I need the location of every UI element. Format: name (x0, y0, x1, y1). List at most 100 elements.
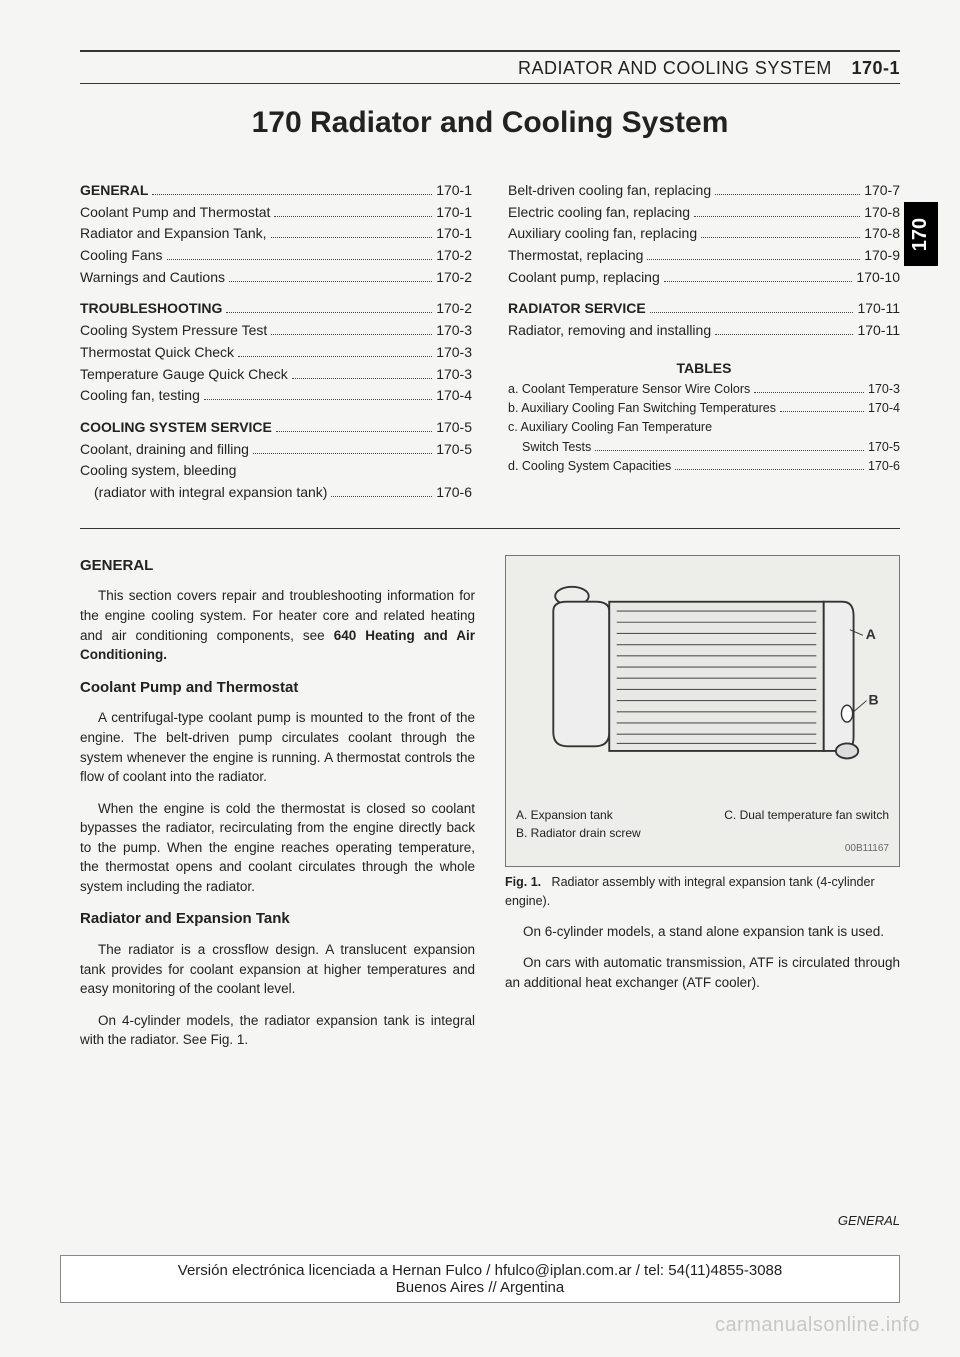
toc-page: 170-10 (856, 267, 900, 289)
toc-leader (754, 392, 864, 393)
toc-leader (167, 259, 433, 260)
chapter-tab: 170 (904, 202, 938, 266)
running-head-title: RADIATOR AND COOLING SYSTEM (518, 58, 832, 78)
toc-leader (715, 194, 860, 195)
toc-label: Cooling fan, testing (80, 385, 200, 407)
tables-heading: TABLES (508, 358, 900, 380)
toc-label: d. Cooling System Capacities (508, 457, 671, 476)
toc-entry: c. Auxiliary Cooling Fan Temperature (508, 418, 900, 437)
toc-entry: b. Auxiliary Cooling Fan Switching Tempe… (508, 399, 900, 418)
chapter-title: 170 Radiator and Cooling System (80, 106, 900, 140)
toc-label: b. Auxiliary Cooling Fan Switching Tempe… (508, 399, 776, 418)
toc-leader (675, 469, 864, 470)
toc-label: (radiator with integral expansion tank) (94, 482, 327, 504)
figure-legend-col: A. Expansion tank B. Radiator drain scre… (516, 807, 641, 842)
toc-page: 170-1 (436, 180, 472, 202)
toc-entry: Belt-driven cooling fan, replacing170-7 (508, 180, 900, 202)
toc-entry: Electric cooling fan, replacing170-8 (508, 202, 900, 224)
toc-leader (650, 312, 854, 313)
toc-page: 170-4 (868, 399, 900, 418)
toc-page: 170-3 (436, 342, 472, 364)
radiator-illustration: C (516, 566, 889, 796)
toc-leader (276, 431, 432, 432)
paragraph: When the engine is cold the thermostat i… (80, 799, 475, 897)
toc-entry: Auxiliary cooling fan, replacing170-8 (508, 223, 900, 245)
toc-label: c. Auxiliary Cooling Fan Temperature (508, 418, 712, 437)
thin-rule (80, 83, 900, 84)
toc-page: 170-5 (436, 417, 472, 439)
toc-entry: RADIATOR SERVICE 170-11 (508, 298, 900, 320)
toc-label: Coolant pump, replacing (508, 267, 660, 289)
toc-entry: Radiator, removing and installing170-11 (508, 320, 900, 342)
license-line: Versión electrónica licenciada a Hernan … (69, 1262, 891, 1279)
toc-entry: Cooling system, bleeding (80, 460, 472, 482)
toc-entry: Cooling Fans170-2 (80, 245, 472, 267)
toc-label: Coolant Pump and Thermostat (80, 202, 270, 224)
toc-label: Temperature Gauge Quick Check (80, 364, 288, 386)
toc-left-column: GENERAL 170-1 Coolant Pump and Thermostat 1… (80, 180, 472, 504)
figure-legend-col: C. Dual temperature fan switch (724, 807, 889, 842)
manual-page: RADIATOR AND COOLING SYSTEM 170-1 170 17… (0, 0, 960, 1357)
legend-item: A. Expansion tank (516, 807, 641, 824)
legend-item: C. Dual temperature fan switch (724, 807, 889, 824)
toc-label: Coolant, draining and filling (80, 439, 249, 461)
toc-page: 170-4 (436, 385, 472, 407)
toc-label: Belt-driven cooling fan, replacing (508, 180, 711, 202)
section-footer: GENERAL (505, 1212, 900, 1231)
toc-page: 170-11 (857, 298, 900, 320)
paragraph: On 4-cylinder models, the radiator expan… (80, 1011, 475, 1050)
running-head: RADIATOR AND COOLING SYSTEM 170-1 (80, 58, 900, 79)
toc-leader (271, 334, 432, 335)
paragraph: The radiator is a crossflow design. A tr… (80, 940, 475, 999)
toc-label: RADIATOR SERVICE (508, 298, 646, 320)
paragraph: This section covers repair and troublesh… (80, 586, 475, 664)
toc-label: Radiator and Expansion Tank, (80, 223, 267, 245)
toc-label: Radiator, removing and installing (508, 320, 711, 342)
toc-leader (274, 216, 432, 217)
toc-page: 170-1 (436, 202, 472, 224)
toc-leader (715, 334, 853, 335)
toc-leader (238, 356, 432, 357)
toc-entry: COOLING SYSTEM SERVICE 170-5 (80, 417, 472, 439)
toc-label: Cooling Fans (80, 245, 163, 267)
top-rule (80, 50, 900, 52)
toc-leader (331, 496, 432, 497)
toc-page: 170-1 (436, 223, 472, 245)
figure-number: Fig. 1. (505, 875, 541, 889)
body-columns: GENERAL This section covers repair and t… (80, 555, 900, 1232)
toc-leader (226, 312, 432, 313)
section-separator (80, 528, 900, 529)
toc-entry: Thermostat Quick Check 170-3 (80, 342, 472, 364)
toc-label: GENERAL (80, 180, 148, 202)
toc-entry: a. Coolant Temperature Sensor Wire Color… (508, 380, 900, 399)
toc-entry: (radiator with integral expansion tank)1… (80, 482, 472, 504)
toc-label: Switch Tests (522, 438, 591, 457)
toc-page: 170-2 (436, 298, 472, 320)
paragraph: On 6-cylinder models, a stand alone expa… (505, 922, 900, 942)
running-head-page: 170-1 (851, 58, 900, 78)
toc-label: Thermostat Quick Check (80, 342, 234, 364)
toc-entry: Coolant, draining and filling170-5 (80, 439, 472, 461)
toc-leader (204, 399, 432, 400)
chapter-tab-number: 170 (910, 217, 933, 250)
license-notice: Versión electrónica licenciada a Hernan … (60, 1255, 900, 1303)
watermark: carmanualsonline.info (715, 1314, 920, 1337)
toc-leader (253, 453, 432, 454)
toc-entry: Temperature Gauge Quick Check 170-3 (80, 364, 472, 386)
toc-entry: Cooling fan, testing 170-4 (80, 385, 472, 407)
license-line: Buenos Aires // Argentina (69, 1279, 891, 1296)
toc-page: 170-3 (436, 320, 472, 342)
toc-entry: GENERAL 170-1 (80, 180, 472, 202)
toc-leader (694, 216, 860, 217)
body-left-column: GENERAL This section covers repair and t… (80, 555, 475, 1232)
heading-general: GENERAL (80, 555, 475, 577)
figure-caption: Fig. 1. Radiator assembly with integral … (505, 873, 900, 909)
toc-leader (292, 378, 432, 379)
heading-coolant-pump: Coolant Pump and Thermostat (80, 677, 475, 699)
figure-code: 00B11167 (516, 842, 889, 857)
toc-label: Cooling system, bleeding (80, 460, 236, 482)
toc-label: COOLING SYSTEM SERVICE (80, 417, 272, 439)
toc-page: 170-3 (436, 364, 472, 386)
toc-page: 170-8 (864, 202, 900, 224)
body-right-column: C (505, 555, 900, 1232)
